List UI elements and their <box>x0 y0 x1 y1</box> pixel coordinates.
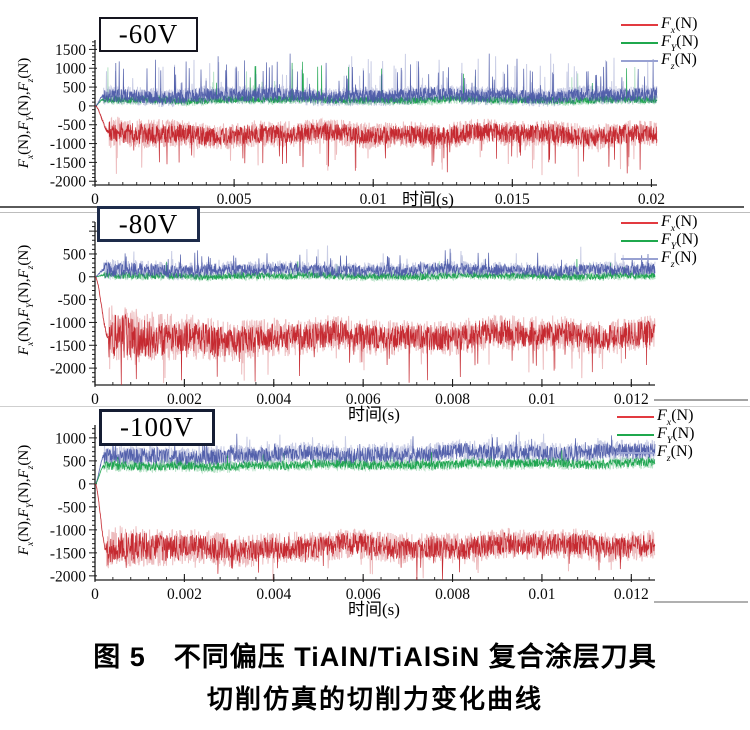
figure-caption: 图 5 不同偏压 TiAlN/TiAlSiN 复合涂层刀具 切削仿真的切削力变化… <box>0 641 750 714</box>
tick-label: 0.002 <box>167 586 202 603</box>
separator-line <box>0 206 744 208</box>
x-axis-label-chart2: 时间(s) <box>348 405 400 424</box>
legend-entry-fy: FY(N) <box>621 230 699 253</box>
legend-line-fz <box>621 258 658 260</box>
tick-label: 0 <box>78 98 86 115</box>
legend-chart3: Fx(N) FY(N) Fz(N) <box>617 406 695 465</box>
legend-label-fx: Fx(N) <box>657 406 694 429</box>
legend-label-fx: Fx(N) <box>661 14 698 37</box>
tick-label: 0 <box>91 586 99 603</box>
tick-label: -1000 <box>50 315 86 332</box>
series-fz <box>94 53 658 107</box>
voltage-label-60v: -60V <box>99 17 198 52</box>
legend-line-fz <box>617 452 654 454</box>
series-fx <box>94 483 656 581</box>
tick-label: 500 <box>63 80 87 97</box>
tick-label: 0.01 <box>360 191 387 208</box>
x-axis-label-chart3: 时间(s) <box>348 600 400 619</box>
legend-entry-fz: Fz(N) <box>621 50 699 73</box>
legend-label-fz: Fz(N) <box>661 50 697 73</box>
tick-label: -2000 <box>50 361 86 378</box>
legend-line-fx <box>621 24 658 26</box>
axis-line <box>94 222 655 386</box>
caption-line-2: 切削仿真的切削力变化曲线 <box>206 684 543 714</box>
tick-label: -1000 <box>50 522 86 539</box>
series-fx <box>95 105 658 174</box>
tick-label: 0.01 <box>528 391 555 408</box>
tick-label: 0.006 <box>346 586 381 603</box>
legend-entry-fy: FY(N) <box>617 424 695 447</box>
series-fx <box>94 483 656 581</box>
tick-label: -500 <box>58 117 87 134</box>
legend-entry-fy: FY(N) <box>621 32 699 55</box>
tick-label: 0.012 <box>614 391 649 408</box>
tick-label: -1000 <box>50 136 86 153</box>
tick-label: 0 <box>78 269 86 286</box>
legend-entry-fx: Fx(N) <box>621 14 699 37</box>
axis-line <box>94 40 657 186</box>
legend-line-fy <box>621 240 658 242</box>
x-axis-label-chart1: 时间(s) <box>402 190 454 209</box>
legend-label-fx: Fx(N) <box>661 212 698 235</box>
legend-label-fz: Fz(N) <box>661 248 697 271</box>
legend-entry-fx: Fx(N) <box>621 212 699 235</box>
separator-line <box>0 212 750 213</box>
tick-label: 0.002 <box>167 391 202 408</box>
tick-label: -1500 <box>50 155 86 172</box>
legend-label-fy: FY(N) <box>661 32 699 55</box>
tick-label: 1000 <box>55 61 86 78</box>
tick-label: 0.012 <box>614 586 649 603</box>
tick-label: 0.004 <box>256 586 291 603</box>
separator-line <box>0 406 750 407</box>
legend-label-fz: Fz(N) <box>657 442 693 465</box>
tick-label: -500 <box>58 499 87 516</box>
legend-entry-fz: Fz(N) <box>617 442 695 465</box>
tick-label: 1000 <box>55 430 86 447</box>
series-fx <box>94 276 656 386</box>
tick-label: -2000 <box>50 568 86 585</box>
legend-line-fz <box>621 60 658 62</box>
tick-label: 0.008 <box>435 586 470 603</box>
legend-chart2: Fx(N) FY(N) Fz(N) <box>621 212 699 271</box>
legend-line-fy <box>621 42 658 44</box>
voltage-label-100v: -100V <box>99 409 215 446</box>
legend-chart1: Fx(N) FY(N) Fz(N) <box>621 14 699 73</box>
caption-line-1: 图 5 不同偏压 TiAlN/TiAlSiN 复合涂层刀具 <box>93 642 657 672</box>
tick-label: 500 <box>63 453 87 470</box>
tick-label: -1500 <box>50 338 86 355</box>
tick-label: 0.02 <box>638 191 665 208</box>
voltage-label-80v: -80V <box>97 206 200 242</box>
tick-label: -2000 <box>50 174 86 191</box>
series-fy <box>94 452 656 485</box>
series-fy <box>95 258 656 281</box>
legend-label-fy: FY(N) <box>661 230 699 253</box>
tick-label: -1500 <box>50 545 86 562</box>
tick-label: 0.01 <box>528 586 555 603</box>
tick-label: 0 <box>78 476 86 493</box>
legend-line-fy <box>617 434 654 436</box>
separator-line <box>654 601 748 603</box>
series-fy <box>94 450 656 485</box>
tick-label: 0.006 <box>346 391 381 408</box>
legend-entry-fx: Fx(N) <box>617 406 695 429</box>
legend-label-fy: FY(N) <box>657 424 695 447</box>
tick-label: 0.008 <box>435 391 470 408</box>
legend-line-fx <box>617 416 654 418</box>
separator-line <box>654 399 748 401</box>
tick-label: 500 <box>63 246 87 263</box>
tick-label: 0 <box>91 391 99 408</box>
tick-label: -500 <box>58 292 87 309</box>
series-fz <box>95 248 656 278</box>
y-axis-label-chart3: Fx(N),FY(N),Fz(N) <box>16 444 36 556</box>
tick-label: 0.004 <box>256 391 291 408</box>
tick-label: 0.015 <box>495 191 530 208</box>
legend-entry-fz: Fz(N) <box>621 248 699 271</box>
tick-label: 0.005 <box>217 191 252 208</box>
legend-line-fx <box>621 222 658 224</box>
tick-label: 1500 <box>55 42 86 59</box>
tick-label: 0 <box>91 191 99 208</box>
